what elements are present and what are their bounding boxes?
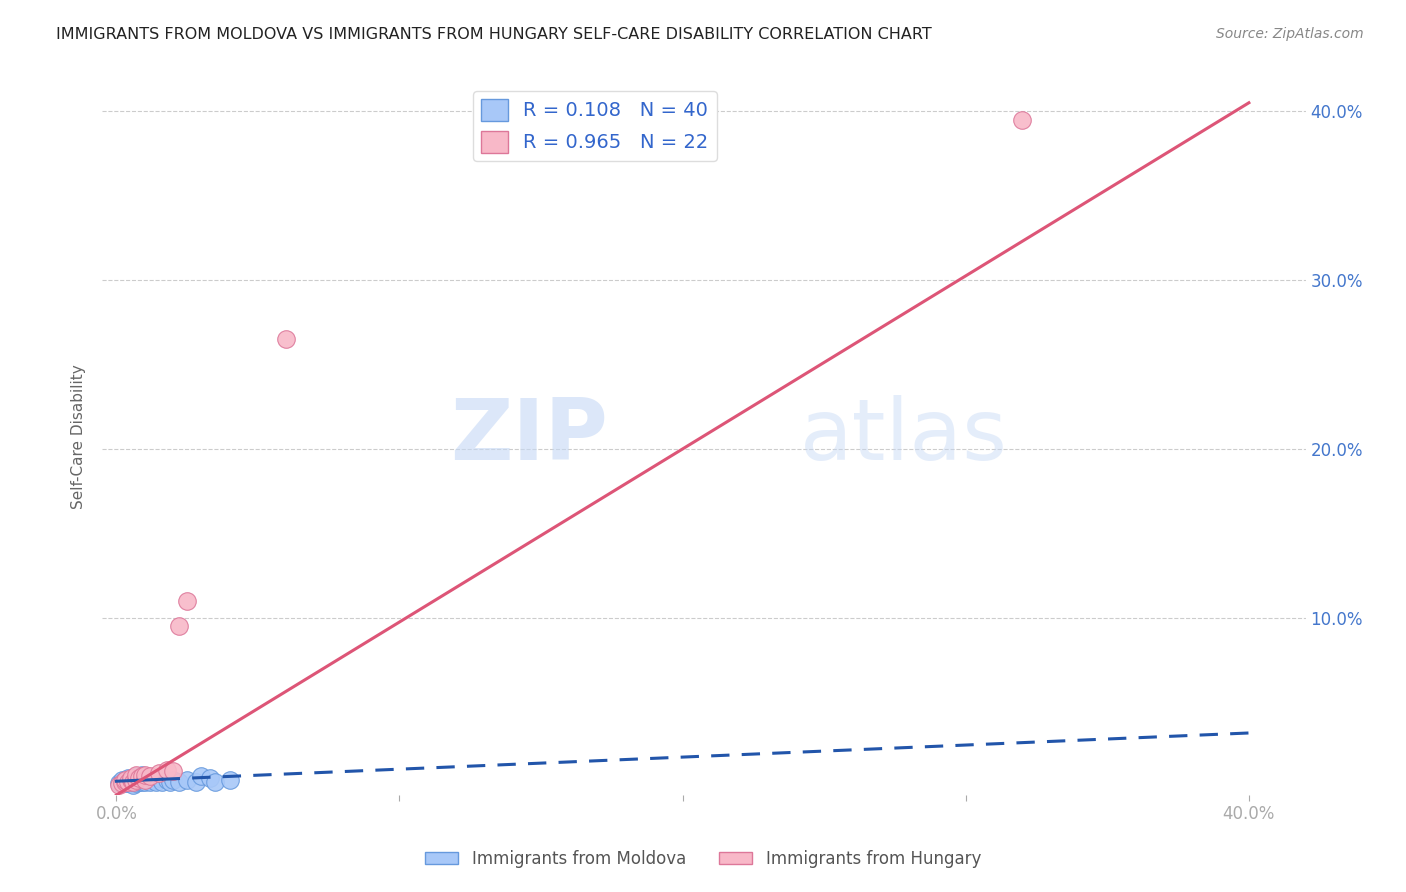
Point: [114, 774, 136, 789]
Point: [114, 774, 136, 789]
Point: [162, 764, 184, 779]
Point: [150, 774, 173, 789]
Point: [198, 771, 221, 785]
Point: [114, 776, 136, 790]
Point: [134, 774, 156, 789]
Point: [131, 774, 153, 789]
Point: [148, 771, 170, 785]
Point: [122, 771, 145, 785]
Point: [114, 772, 136, 787]
Point: [159, 774, 181, 789]
Point: [156, 763, 179, 777]
Point: [108, 778, 131, 792]
Point: [122, 774, 145, 789]
Point: [162, 772, 184, 787]
Point: [176, 594, 198, 608]
Point: [120, 772, 142, 787]
Point: [1011, 112, 1033, 127]
Point: [142, 772, 165, 787]
Point: [218, 772, 240, 787]
Point: [117, 774, 139, 789]
Point: [276, 332, 298, 346]
Point: [120, 772, 142, 787]
Point: [111, 774, 134, 789]
Point: [117, 771, 139, 785]
Point: [125, 770, 148, 784]
Point: [128, 771, 150, 785]
Point: [122, 774, 145, 789]
Point: [134, 772, 156, 787]
Point: [125, 776, 148, 790]
Point: [204, 774, 226, 789]
Point: [184, 774, 207, 789]
Y-axis label: Self-Care Disability: Self-Care Disability: [72, 364, 86, 508]
Point: [145, 774, 167, 789]
Point: [190, 770, 212, 784]
Text: Source: ZipAtlas.com: Source: ZipAtlas.com: [1216, 27, 1364, 41]
Point: [125, 772, 148, 787]
Point: [128, 774, 150, 789]
Point: [122, 778, 145, 792]
Point: [131, 768, 153, 782]
Point: [108, 776, 131, 790]
Point: [125, 772, 148, 787]
Point: [120, 774, 142, 789]
Point: [167, 619, 190, 633]
Point: [117, 774, 139, 789]
Point: [148, 766, 170, 780]
Point: [136, 772, 159, 787]
Point: [167, 774, 190, 789]
Point: [139, 770, 162, 784]
Point: [128, 771, 150, 785]
Point: [120, 771, 142, 785]
Text: atlas: atlas: [800, 395, 1008, 478]
Point: [176, 772, 198, 787]
Point: [134, 771, 156, 785]
Legend: R = 0.108   N = 40, R = 0.965   N = 22: R = 0.108 N = 40, R = 0.965 N = 22: [472, 91, 717, 161]
Point: [131, 770, 153, 784]
Point: [134, 768, 156, 782]
Point: [125, 768, 148, 782]
Point: [111, 772, 134, 787]
Text: ZIP: ZIP: [450, 395, 607, 478]
Legend: Immigrants from Moldova, Immigrants from Hungary: Immigrants from Moldova, Immigrants from…: [418, 844, 988, 875]
Point: [114, 772, 136, 787]
Point: [139, 774, 162, 789]
Point: [111, 776, 134, 790]
Point: [156, 772, 179, 787]
Point: [120, 776, 142, 790]
Point: [117, 776, 139, 790]
Text: IMMIGRANTS FROM MOLDOVA VS IMMIGRANTS FROM HUNGARY SELF-CARE DISABILITY CORRELAT: IMMIGRANTS FROM MOLDOVA VS IMMIGRANTS FR…: [56, 27, 932, 42]
